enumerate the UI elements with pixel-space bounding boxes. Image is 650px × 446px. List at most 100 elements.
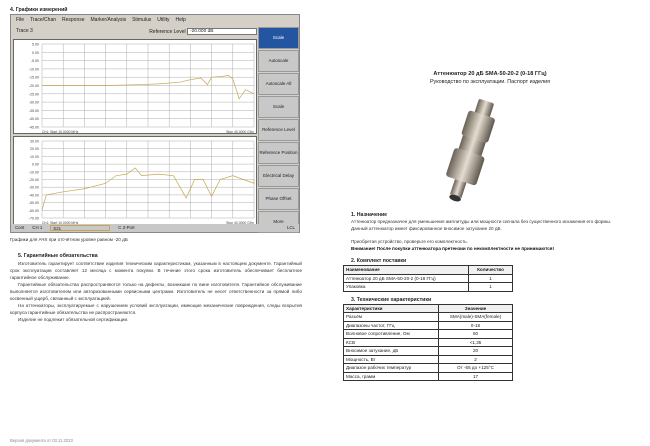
section4-title: 4. Графики измерений — [10, 7, 68, 13]
menu-stimulus: Stimulus — [132, 17, 152, 23]
y-tick-label: -20.00 — [29, 178, 39, 182]
table-row: Разъём SMA(male)-SMA(female) — [343, 312, 513, 322]
table-row: Волновое сопротивление, Ом 50 — [343, 329, 513, 339]
y-tick-label: 0.00 — [32, 163, 39, 167]
section3-title: 3. Технические характеристики — [351, 296, 432, 303]
status-port: C 2-Port — [118, 225, 135, 230]
menu-utility: Utility — [157, 17, 170, 23]
kit-header-name: Наименование — [343, 265, 469, 275]
section1-paragraph: Данный аттенюатор имеет фиксированное вн… — [351, 226, 502, 231]
status-param: S21 — [50, 225, 111, 231]
spec-cell: Волновое сопротивление, Ом — [343, 329, 439, 339]
spec-cell: 2 — [438, 354, 513, 364]
table-row: КСВ <1,35 — [343, 337, 513, 347]
reference-position-button: Reference Position — [258, 142, 299, 164]
section2-title: 2. Комплект поставки — [351, 258, 407, 264]
table-row: Диапазоны частот, ГГц 0-18 — [343, 320, 513, 330]
status-lcl: LCL — [286, 225, 295, 230]
y-tick-label: -15.00 — [29, 76, 39, 80]
spec-header-name: Характеристики — [343, 303, 439, 313]
y-tick-label: -70.00 — [29, 217, 39, 221]
kit-header-qty: Количество — [468, 265, 513, 275]
table-row: Аттенюатор 20 дБ SMA-50-20-2 (0-18 ГГц) 1 — [343, 273, 513, 283]
section1-paragraph: Приобретая устройство, проверьте его ком… — [351, 239, 468, 244]
spec-cell: Разъём — [343, 312, 439, 322]
spec-cell: 17 — [438, 371, 513, 381]
table-row: Диапазон рабочих температур От -55 до +12… — [343, 363, 513, 373]
document-version: Версия документа от 03.11.2023 — [10, 438, 73, 443]
spec-cell: 20 — [438, 346, 513, 356]
ref-level-label: Reference Level — [149, 28, 186, 35]
start-label: Ch1: Start 10.0000 MHz — [42, 130, 79, 134]
chart-caption: Графики для АЧХ при отсчётном уровне рав… — [10, 237, 128, 242]
start-label: Ch1: Start 10.0000 MHz — [42, 221, 79, 225]
stop-label: Stop 40.0000 GHz — [226, 221, 254, 225]
trace-line — [41, 167, 255, 211]
y-tick-label: -45.00 — [29, 126, 39, 130]
y-tick-label: -60.00 — [29, 209, 39, 213]
y-tick-label: 0.00 — [32, 51, 39, 55]
menu-file: File — [16, 17, 25, 23]
y-tick-label: -50.00 — [29, 201, 39, 205]
y-tick-label: -5.00 — [31, 59, 39, 63]
spec-cell: Вносимое затухание, дБ — [343, 346, 439, 356]
ref-level-value: -20.000 dB — [187, 28, 257, 35]
y-tick-label: -25.00 — [29, 92, 39, 96]
spec-cell: <1,35 — [438, 337, 513, 347]
section5-paragraph: Изготовитель гарантирует соответствие из… — [10, 261, 302, 280]
trace-row: Trace 3 Reference Level -20.000 dB — [11, 26, 257, 37]
table-row: Упаковка 1 — [343, 282, 513, 292]
table-row: Масса, грамм 17 — [343, 371, 513, 381]
kit-cell: Упаковка — [343, 282, 469, 292]
plot-2: 30.00 20.00 10.00 0.00 -10.00 -20.00 -30.00 -40… — [13, 136, 257, 225]
y-tick-label: 10.00 — [30, 155, 39, 159]
status-channel: CH 1 — [32, 225, 43, 230]
plot-1: 5.00 0.00 -5.00 -10.00 -15.00 -20.00 -25.00 -30… — [13, 39, 257, 134]
spec-cell: 0-18 — [438, 320, 513, 330]
table-row: Мощность, Вт 2 — [343, 354, 513, 364]
table-row: Вносимое затухание, дБ 20 — [343, 346, 513, 356]
softkey-panel: Scale Autoscale Autoscale All Scale Refe… — [258, 27, 299, 234]
spec-cell: Масса, грамм — [343, 371, 439, 381]
kit-cell: 1 — [468, 282, 513, 292]
kit-cell: Аттенюатор 20 дБ SMA-50-20-2 (0-18 ГГц) — [343, 273, 469, 283]
spec-header-value: Значение — [438, 303, 513, 313]
vna-screenshot: File Trace/Chan Response Marker/Analysis… — [10, 14, 300, 233]
y-tick-label: 20.00 — [30, 147, 39, 151]
spec-cell: Мощность, Вт — [343, 354, 439, 364]
spec-cell: 50 — [438, 329, 513, 339]
spec-cell: Диапазон рабочих температур — [343, 363, 439, 373]
phase-offset-button: Phase Offset — [258, 188, 299, 210]
section5-paragraph: На аттенюаторы, эксплуатируемые с наруше… — [10, 303, 302, 315]
section5-title: 5. Гарантийные обязательства — [18, 253, 98, 259]
spec-table: Характеристики Значение Разъём SMA(male)-S… — [343, 303, 513, 382]
scale-sub-button: Scale — [258, 96, 299, 118]
kit-cell: 1 — [468, 273, 513, 283]
reference-level-button: Reference Level — [258, 119, 299, 141]
section1-paragraph: Аттенюатор предназначен для уменьшения а… — [351, 219, 612, 224]
vna-menu-bar: File Trace/Chan Response Marker/Analysis… — [11, 15, 299, 25]
autoscale-button: Autoscale — [258, 50, 299, 72]
y-tick-label: -10.00 — [29, 67, 39, 71]
stop-label: Stop 40.0000 GHz — [226, 130, 254, 134]
y-tick-label: -30.00 — [29, 186, 39, 190]
menu-marker-analysis: Marker/Analysis — [90, 17, 127, 23]
menu-trace-chan: Trace/Chan — [30, 17, 56, 23]
attenuator-photo — [446, 99, 495, 202]
y-tick-label: -30.00 — [29, 101, 39, 105]
kit-table: Наименование Количество Аттенюатор 20 дБ … — [343, 265, 513, 292]
status-cont: Cont — [15, 225, 25, 230]
warning-text: Внимание! После покупки аттенюатора прет… — [351, 246, 555, 251]
y-tick-label: -35.00 — [29, 109, 39, 113]
electrical-delay-button: Electrical Delay — [258, 165, 299, 187]
doc-title: Аттенюатор 20 дБ SMA-50-20-2 (0-18 ГГц) — [433, 71, 547, 77]
spec-cell: SMA(male)-SMA(female) — [438, 312, 513, 322]
y-tick-label: -40.00 — [29, 193, 39, 197]
spec-cell: От -55 до +125°С — [438, 363, 513, 373]
y-tick-label: -10.00 — [29, 170, 39, 174]
doc-subtitle: Руководство по эксплуатации. Паспорт изд… — [429, 79, 551, 85]
menu-help: Help — [175, 17, 186, 23]
y-tick-label: -40.00 — [29, 117, 39, 121]
section5-paragraph: Гарантийные обязательства распространяют… — [10, 282, 302, 301]
y-tick-label: 5.00 — [32, 43, 39, 47]
